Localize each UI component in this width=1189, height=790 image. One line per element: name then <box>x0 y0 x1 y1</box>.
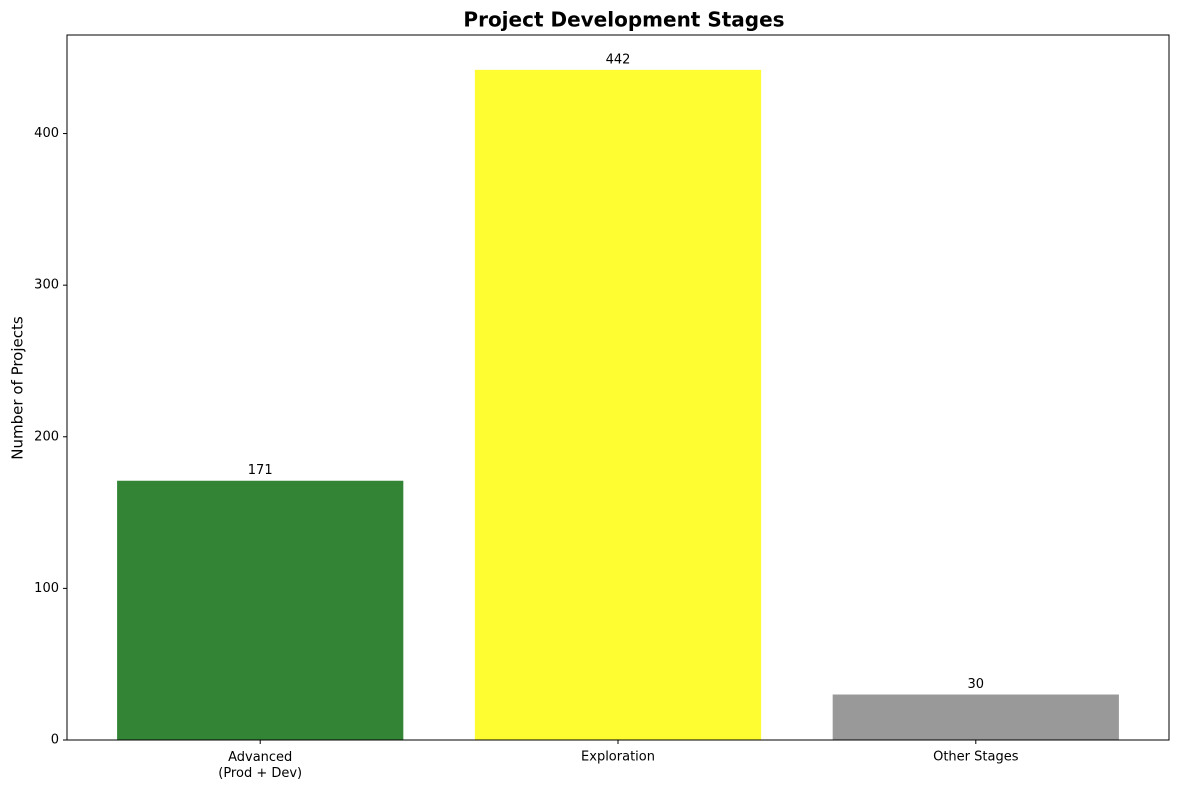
x-tick-label: Other Stages <box>933 750 1019 765</box>
x-tick-label: Exploration <box>581 750 655 765</box>
y-axis-label: Number of Projects <box>9 316 27 460</box>
y-tick-label: 200 <box>34 429 59 444</box>
x-tick-label: Advanced (Prod + Dev) <box>218 750 302 781</box>
y-tick-label: 0 <box>51 733 59 748</box>
value-label: 442 <box>606 52 631 67</box>
bar <box>117 480 404 740</box>
plot-frame <box>66 34 1170 741</box>
value-label: 171 <box>248 463 273 478</box>
y-tick-label: 100 <box>34 581 59 596</box>
y-tick-label: 400 <box>34 126 59 141</box>
bar <box>832 694 1119 740</box>
bar <box>474 69 762 740</box>
value-label: 30 <box>968 677 985 692</box>
chart-title: Project Development Stages <box>463 8 784 32</box>
y-tick-label: 300 <box>34 278 59 293</box>
